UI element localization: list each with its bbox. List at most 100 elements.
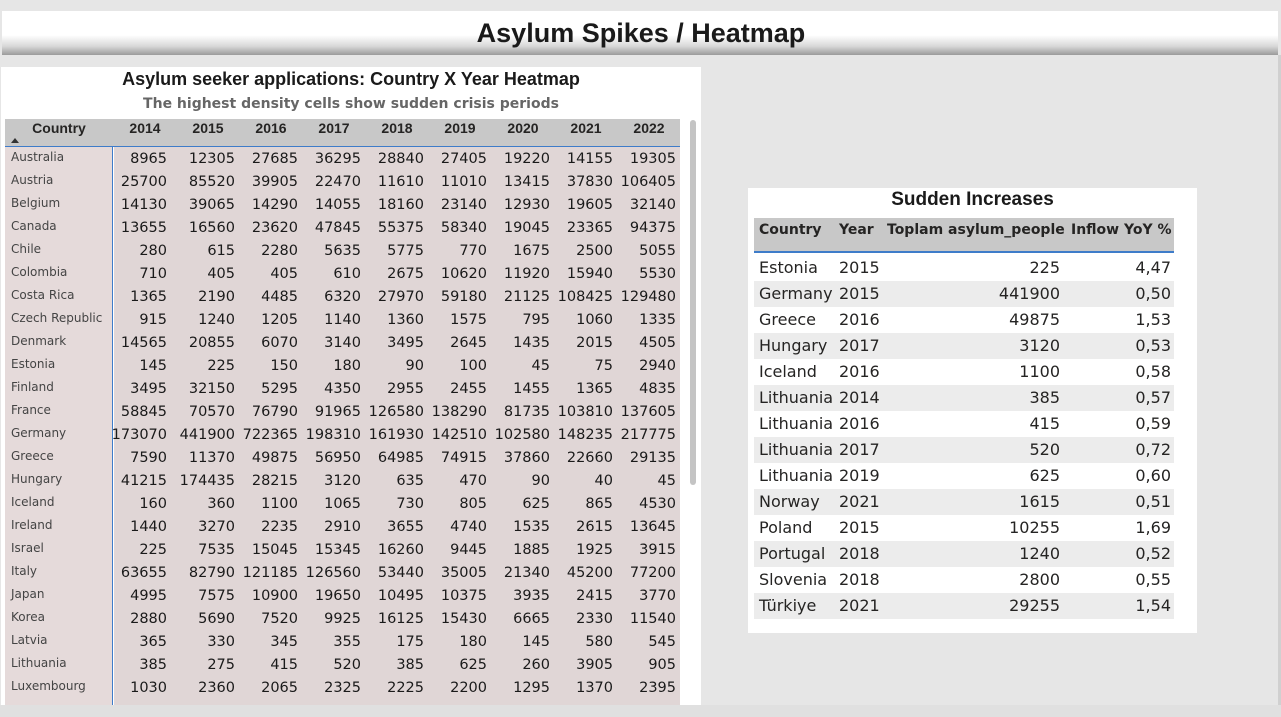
heatmap-cell: 85520 bbox=[188, 174, 235, 190]
heatmap-cell: 710 bbox=[139, 266, 167, 282]
table-row[interactable]: Germany 2015 441900 0,50 bbox=[754, 281, 1174, 307]
column-header-year[interactable]: 2019 bbox=[444, 120, 476, 136]
column-header-people[interactable]: Toplam asylum_people bbox=[887, 222, 1065, 238]
heatmap-cell: 19220 bbox=[503, 151, 550, 167]
heatmap-cell: 77200 bbox=[629, 565, 676, 581]
column-header-year[interactable]: Year bbox=[839, 222, 874, 238]
heatmap-cell: 180 bbox=[333, 358, 361, 374]
heatmap-cell: 330 bbox=[207, 634, 235, 650]
column-header-country[interactable]: Country bbox=[32, 120, 86, 136]
cell-people: 1615 bbox=[1019, 492, 1060, 511]
heatmap-cell: 4350 bbox=[324, 381, 361, 397]
cell-yoy: 0,58 bbox=[1135, 362, 1171, 381]
heatmap-cell: 81735 bbox=[503, 404, 550, 420]
row-country-label: Germany bbox=[11, 426, 67, 440]
table-row[interactable]: Lithuania 2019 625 0,60 bbox=[754, 463, 1174, 489]
heatmap-cell: 1440 bbox=[130, 519, 167, 535]
heatmap-cell: 2200 bbox=[450, 680, 487, 696]
heatmap-cell: 32140 bbox=[629, 197, 676, 213]
table-row[interactable]: Lithuania 2017 520 0,72 bbox=[754, 437, 1174, 463]
heatmap-cell: 3270 bbox=[198, 519, 235, 535]
cell-yoy: 0,59 bbox=[1135, 414, 1171, 433]
column-header-year[interactable]: 2021 bbox=[570, 120, 602, 136]
sort-ascending-icon[interactable] bbox=[11, 138, 19, 143]
column-header-year[interactable]: 2018 bbox=[381, 120, 413, 136]
row-country-label: Belgium bbox=[11, 196, 61, 210]
heatmap-cell: 225 bbox=[139, 542, 167, 558]
heatmap-cell: 4740 bbox=[450, 519, 487, 535]
heatmap-cell: 2225 bbox=[387, 680, 424, 696]
heatmap-cell: 1535 bbox=[513, 519, 550, 535]
column-header-year[interactable]: 2016 bbox=[255, 120, 287, 136]
table-row[interactable]: Lithuania 2016 415 0,59 bbox=[754, 411, 1174, 437]
table-row[interactable]: Portugal 2018 1240 0,52 bbox=[754, 541, 1174, 567]
heatmap-cell: 635 bbox=[396, 473, 424, 489]
heatmap-cell: 108425 bbox=[557, 289, 613, 305]
heatmap-cell: 280 bbox=[139, 243, 167, 259]
column-header-yoy[interactable]: Inflow YoY % bbox=[1071, 222, 1172, 238]
heatmap-cell: 11010 bbox=[440, 174, 487, 190]
heatmap-cell: 13415 bbox=[503, 174, 550, 190]
column-header-year[interactable]: 2014 bbox=[129, 120, 161, 136]
heatmap-cell: 23140 bbox=[440, 197, 487, 213]
heatmap-cell: 19045 bbox=[503, 220, 550, 236]
column-header-year[interactable]: 2017 bbox=[318, 120, 350, 136]
column-header-year[interactable]: 2022 bbox=[633, 120, 665, 136]
heatmap-cell: 148235 bbox=[557, 427, 613, 443]
cell-people: 2800 bbox=[1019, 570, 1060, 589]
right-edge bbox=[1278, 55, 1281, 715]
vertical-scrollbar[interactable] bbox=[690, 120, 696, 485]
column-header-country[interactable]: Country bbox=[759, 222, 822, 238]
cell-people: 441900 bbox=[998, 284, 1060, 303]
heatmap-cell: 3120 bbox=[324, 473, 361, 489]
heatmap-cell: 63655 bbox=[120, 565, 167, 581]
cell-year: 2015 bbox=[839, 284, 880, 303]
table-row[interactable]: Poland 2015 10255 1,69 bbox=[754, 515, 1174, 541]
table-row[interactable]: Norway 2021 1615 0,51 bbox=[754, 489, 1174, 515]
cell-country: Iceland bbox=[759, 362, 817, 381]
heatmap-cell: 5635 bbox=[324, 243, 361, 259]
cell-yoy: 1,54 bbox=[1135, 596, 1171, 615]
table-row[interactable]: Estonia 2015 225 4,47 bbox=[754, 255, 1174, 281]
heatmap-cell: 22660 bbox=[566, 450, 613, 466]
heatmap-cell: 37830 bbox=[566, 174, 613, 190]
heatmap-cell: 29135 bbox=[629, 450, 676, 466]
table-row[interactable]: Greece 2016 49875 1,53 bbox=[754, 307, 1174, 333]
heatmap-cell: 3495 bbox=[387, 335, 424, 351]
heatmap-cell: 35005 bbox=[440, 565, 487, 581]
heatmap-cell: 625 bbox=[522, 496, 550, 512]
table-row[interactable]: Lithuania 2014 385 0,57 bbox=[754, 385, 1174, 411]
heatmap-cell: 11920 bbox=[503, 266, 550, 282]
heatmap-cell: 21340 bbox=[503, 565, 550, 581]
heatmap-cell: 1370 bbox=[576, 680, 613, 696]
table-row[interactable]: Slovenia 2018 2800 0,55 bbox=[754, 567, 1174, 593]
heatmap-cell: 41215 bbox=[120, 473, 167, 489]
table-row[interactable]: Iceland 2016 1100 0,58 bbox=[754, 359, 1174, 385]
heatmap-cell: 4835 bbox=[639, 381, 676, 397]
table-row[interactable]: Türkiye 2021 29255 1,54 bbox=[754, 593, 1174, 619]
heatmap-cell: 9925 bbox=[324, 611, 361, 627]
table-row[interactable]: Hungary 2017 3120 0,53 bbox=[754, 333, 1174, 359]
row-country-label: Greece bbox=[11, 449, 54, 463]
row-country-label: Iceland bbox=[11, 495, 55, 509]
heatmap-cell: 150 bbox=[270, 358, 298, 374]
heatmap-cell: 3905 bbox=[576, 657, 613, 673]
row-country-label: Luxembourg bbox=[11, 679, 86, 693]
heatmap-cell: 12305 bbox=[188, 151, 235, 167]
bottom-strip bbox=[0, 705, 1281, 717]
heatmap-cell: 27405 bbox=[440, 151, 487, 167]
row-country-label: Ireland bbox=[11, 518, 53, 532]
cell-year: 2016 bbox=[839, 310, 880, 329]
column-header-year[interactable]: 2015 bbox=[192, 120, 224, 136]
country-column: Australia Austria Belgium Canada Chile Colomb… bbox=[5, 147, 113, 705]
heatmap-cell: 2940 bbox=[639, 358, 676, 374]
heatmap-cell: 16125 bbox=[377, 611, 424, 627]
row-country-label: Finland bbox=[11, 380, 54, 394]
cell-country: Hungary bbox=[759, 336, 828, 355]
row-country-label: Latvia bbox=[11, 633, 48, 647]
heatmap-subtitle: The highest density cells show sudden cr… bbox=[143, 96, 559, 112]
cell-yoy: 4,47 bbox=[1135, 258, 1171, 277]
heatmap-cell: 58340 bbox=[440, 220, 487, 236]
column-header-year[interactable]: 2020 bbox=[507, 120, 539, 136]
heatmap-cell: 260 bbox=[522, 657, 550, 673]
